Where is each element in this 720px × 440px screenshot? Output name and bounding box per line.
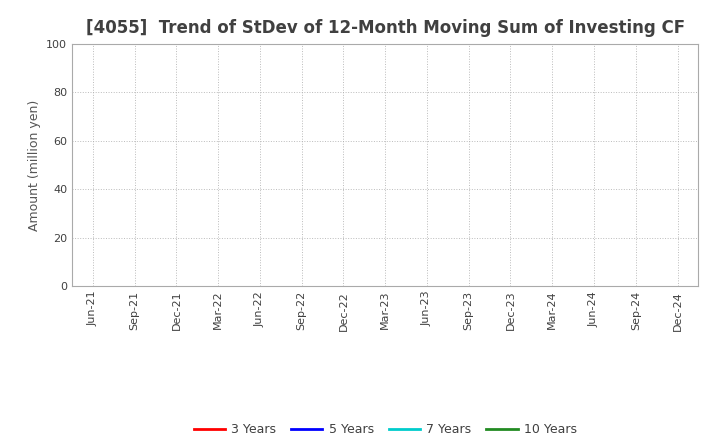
Y-axis label: Amount (million yen): Amount (million yen) (27, 99, 40, 231)
Title: [4055]  Trend of StDev of 12-Month Moving Sum of Investing CF: [4055] Trend of StDev of 12-Month Moving… (86, 19, 685, 37)
Legend: 3 Years, 5 Years, 7 Years, 10 Years: 3 Years, 5 Years, 7 Years, 10 Years (189, 418, 582, 440)
